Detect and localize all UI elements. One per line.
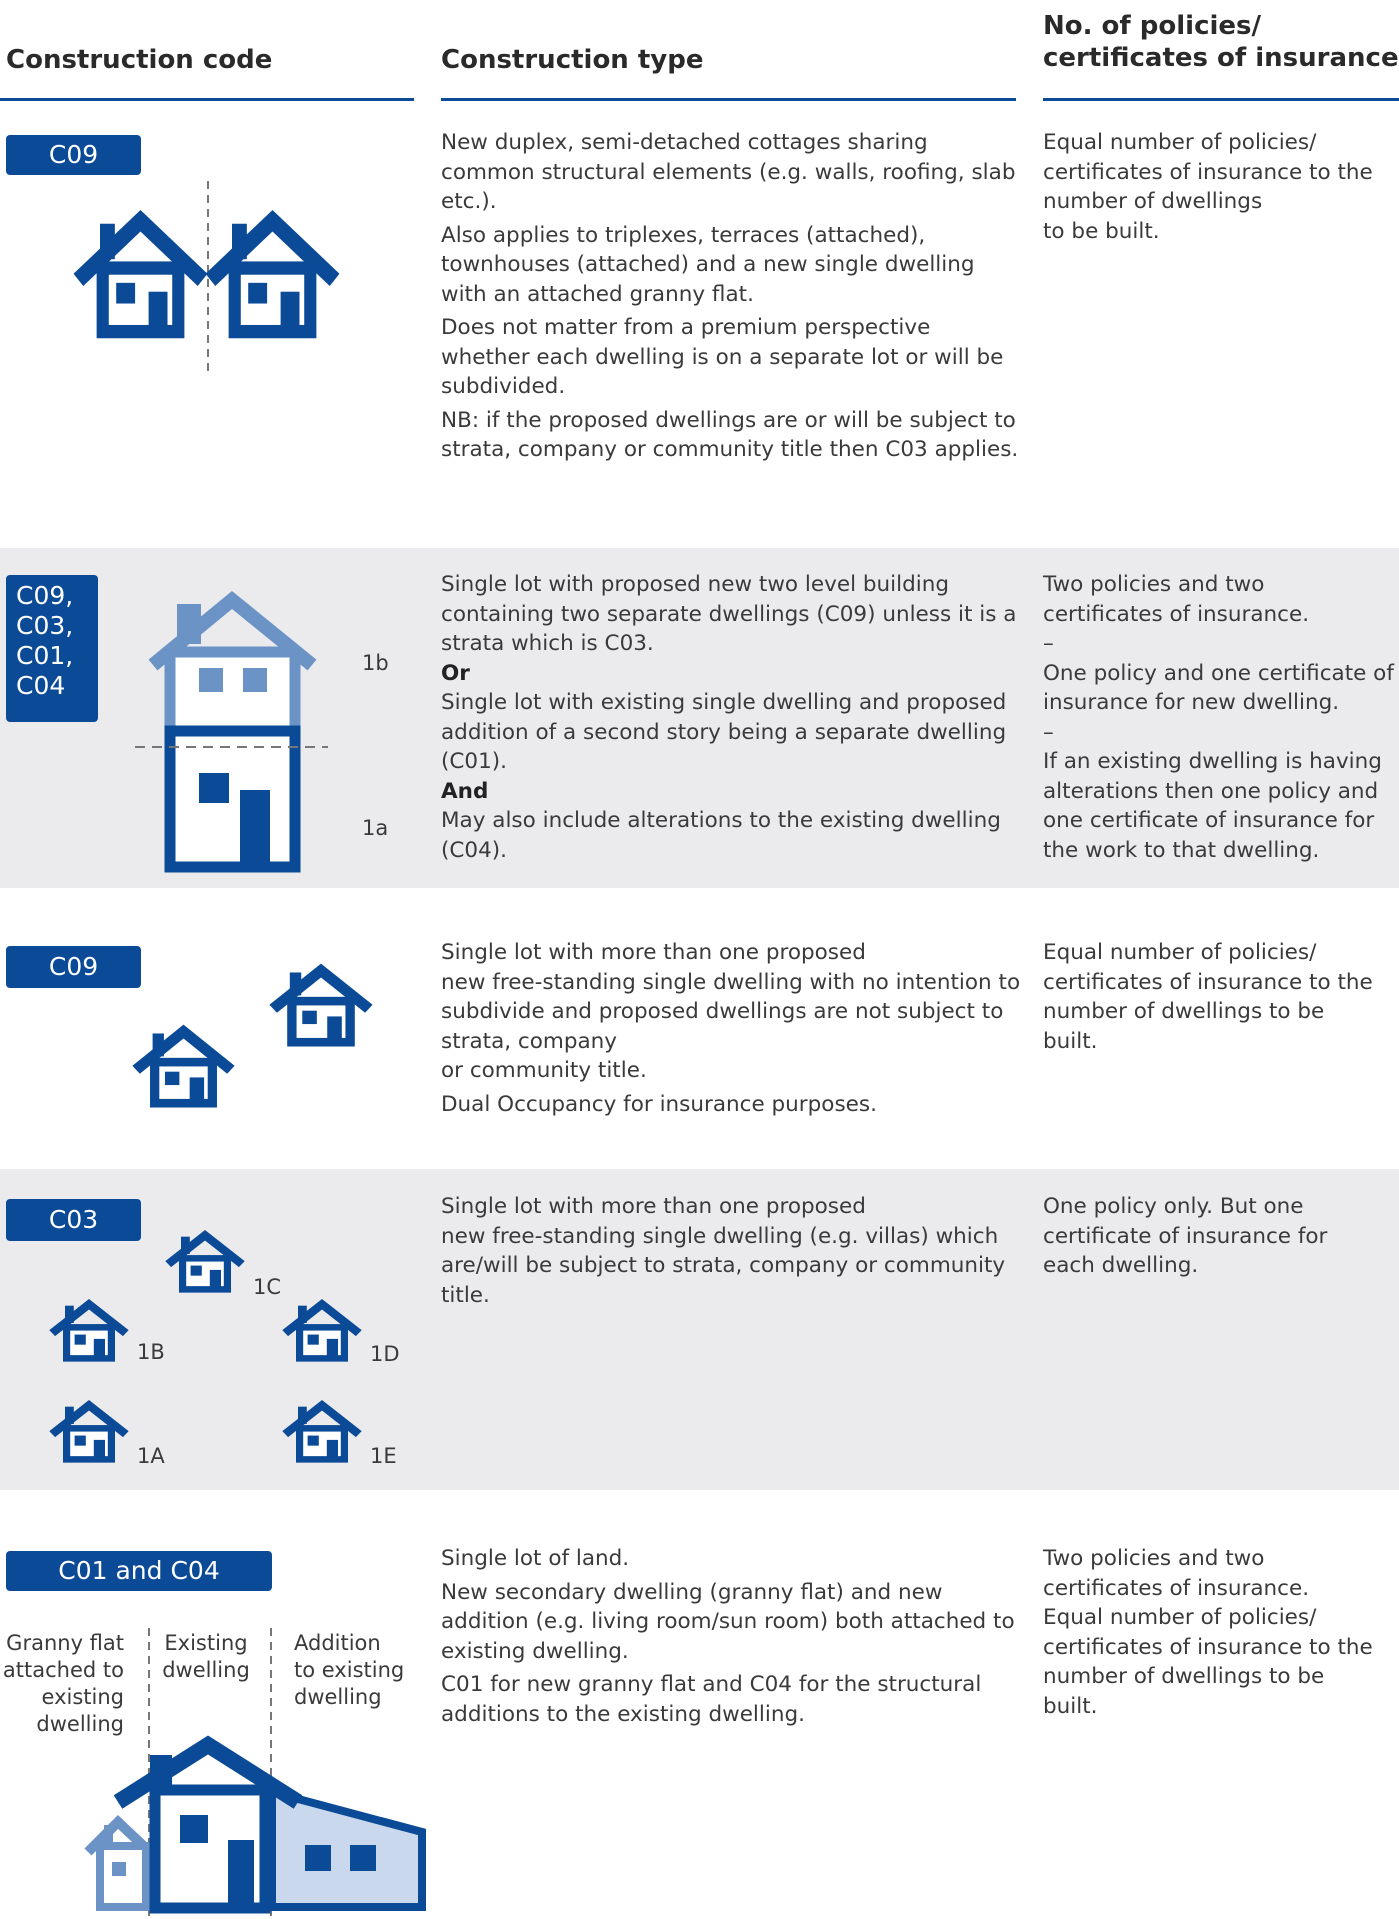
paragraph: Dual Occupancy for insurance purposes. — [441, 1091, 877, 1117]
paragraph: Single lot with proposed new two level b… — [441, 572, 1017, 656]
policies: Equal number of policies/ certificates o… — [1043, 128, 1373, 250]
paragraph: NB: if the proposed dwellings are or wil… — [441, 407, 1019, 463]
header-rule — [0, 98, 414, 101]
diagram-label: 1C — [253, 1275, 282, 1299]
paragraph: One policy only. But one certificate of … — [1043, 1194, 1328, 1278]
paragraph: Equal number of policies/ certificates o… — [1043, 940, 1373, 1054]
diagram-label: 1A — [137, 1444, 165, 1468]
paragraph: Does not matter from a premium perspecti… — [441, 315, 1004, 399]
paragraph: If an existing dwelling is having altera… — [1043, 749, 1382, 863]
construction-type: New duplex, semi-detached cottages shari… — [441, 128, 1021, 469]
row3-diagram — [136, 971, 369, 1105]
paragraph: Single lot with more than one proposed n… — [441, 940, 1021, 1083]
row4-diagram — [52, 1235, 359, 1460]
paragraph: Single lot of land. — [441, 1546, 630, 1571]
row-background — [0, 1169, 1399, 1490]
policies: Equal number of policies/ certificates o… — [1043, 938, 1383, 1060]
paragraph: Or — [441, 660, 470, 686]
code-badge: C09, C03, C01, C04 — [6, 575, 98, 722]
row2-diagram — [135, 590, 328, 873]
construction-type: Single lot with more than one proposed n… — [441, 1192, 1021, 1314]
paragraph: And — [441, 778, 489, 804]
column-header: Construction code — [6, 45, 273, 75]
row5-diagram — [84, 1628, 426, 1919]
policies: Two policies and two certificates of ins… — [1043, 570, 1399, 865]
paragraph: One policy and one certificate of insura… — [1043, 660, 1394, 716]
diagram-label: 1b — [362, 651, 389, 675]
code-badge: C03 — [6, 1199, 141, 1241]
paragraph: New duplex, semi-detached cottages shari… — [441, 130, 1016, 214]
policies: One policy only. But one certificate of … — [1043, 1192, 1383, 1285]
diagram-label: Addition to existing dwelling — [294, 1631, 405, 1709]
paragraph: – — [1043, 631, 1054, 656]
paragraph: – — [1043, 719, 1054, 745]
paragraph: Equal number of policies/ certificates o… — [1043, 130, 1373, 244]
header-rule — [1043, 98, 1399, 101]
diagram-label: 1a — [362, 816, 389, 840]
paragraph: Two policies and two certificates of ins… — [1043, 572, 1310, 627]
construction-type: Single lot of land. New secondary dwelli… — [441, 1544, 1021, 1733]
paragraph: C01 for new granny flat and C04 for the … — [441, 1672, 982, 1727]
diagram-label: 1B — [137, 1340, 165, 1364]
paragraph: Single lot with more than one proposed n… — [441, 1194, 1006, 1308]
diagram-label: 1D — [370, 1342, 400, 1366]
construction-type: Single lot with proposed new two level b… — [441, 570, 1021, 865]
paragraph: Two policies and two certificates of ins… — [1043, 1546, 1373, 1719]
paragraph: New secondary dwelling (granny flat) and… — [441, 1579, 1015, 1664]
diagram-label: Existing dwelling — [162, 1631, 250, 1682]
code-badge: C01 and C04 — [6, 1551, 272, 1591]
code-badge: C09 — [6, 135, 141, 175]
column-header: Construction type — [441, 45, 704, 75]
column-header: No. of policies/ certificates of insuran… — [1043, 11, 1399, 73]
code-badge: C09 — [6, 946, 141, 988]
paragraph: Single lot with existing single dwelling… — [441, 690, 1007, 774]
paragraph: May also include alterations to the exis… — [441, 808, 1001, 863]
row1-diagram — [78, 181, 334, 373]
policies: Two policies and two certificates of ins… — [1043, 1544, 1383, 1721]
diagram-label: 1E — [370, 1444, 397, 1468]
paragraph: Also applies to triplexes, terraces (att… — [441, 222, 975, 307]
construction-type: Single lot with more than one proposed n… — [441, 938, 1021, 1123]
header-rule — [441, 98, 1016, 101]
diagram-label: Granny flat attached to existing dwellin… — [2, 1631, 124, 1736]
